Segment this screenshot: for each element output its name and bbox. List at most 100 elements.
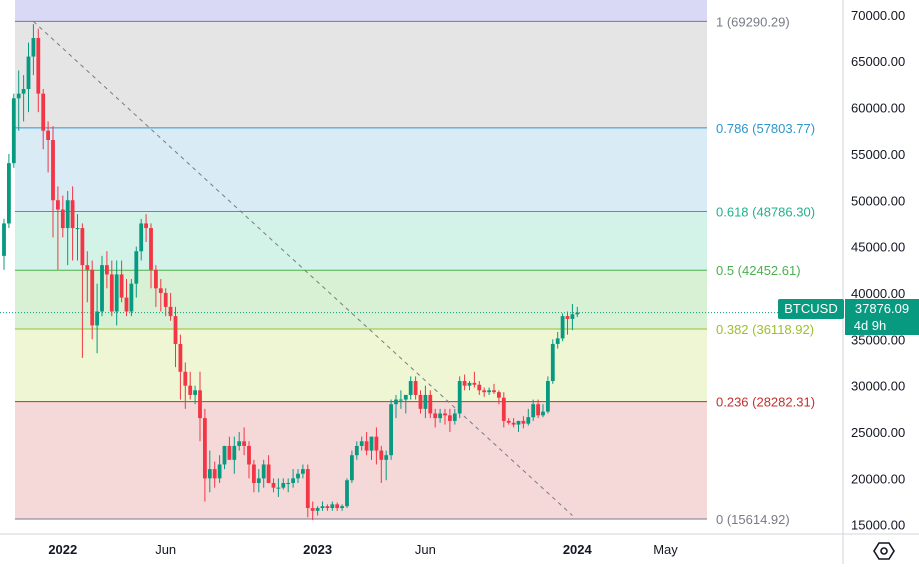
candle-body bbox=[369, 436, 374, 451]
time-tick-label: 2024 bbox=[563, 542, 593, 557]
candle-body bbox=[550, 343, 555, 382]
price-tick-label: 15000.00 bbox=[851, 518, 905, 533]
price-axis[interactable]: 15000.00 20000.00 25000.00 30000.00 35000.00… bbox=[851, 8, 905, 533]
fibonacci-lines bbox=[15, 20, 707, 520]
candle-body bbox=[100, 265, 104, 312]
candle-body bbox=[266, 464, 271, 484]
candle-body bbox=[232, 445, 237, 460]
candle-body bbox=[51, 139, 55, 201]
price-tick-label: 70000.00 bbox=[851, 8, 905, 23]
fib-band-0.786 bbox=[15, 127, 707, 212]
gear-icon bbox=[873, 542, 895, 560]
candle-body bbox=[384, 455, 389, 460]
price-tick-label: 55000.00 bbox=[851, 147, 905, 162]
candle-body bbox=[315, 508, 320, 511]
candle-body bbox=[492, 390, 496, 393]
candle-body bbox=[335, 504, 340, 509]
candle-body bbox=[261, 464, 266, 479]
candle-body bbox=[487, 390, 491, 393]
price-tick-label: 45000.00 bbox=[851, 240, 905, 255]
fib-label-0.236: 0.236 (28282.31) bbox=[716, 395, 815, 410]
price-tick-label: 50000.00 bbox=[851, 193, 905, 208]
candle-body bbox=[482, 390, 487, 393]
candle-body bbox=[575, 312, 580, 315]
candle-body bbox=[521, 420, 526, 424]
candle-body bbox=[90, 269, 95, 326]
price-tick-label: 40000.00 bbox=[851, 286, 905, 301]
trend-line bbox=[33, 21, 573, 516]
candle-body bbox=[325, 506, 330, 509]
candle-body bbox=[497, 392, 501, 398]
candle-body bbox=[114, 274, 119, 312]
fibonacci-labels: 1 (69290.29) 0.786 (57803.77) 0.618 (48786… bbox=[716, 14, 815, 527]
price-tick-label: 25000.00 bbox=[851, 425, 905, 440]
candle-body bbox=[457, 381, 462, 414]
candle-body bbox=[2, 223, 6, 256]
candle-body bbox=[198, 390, 202, 419]
candle-body bbox=[428, 394, 433, 414]
candle-body bbox=[281, 483, 286, 488]
candle-body bbox=[350, 455, 354, 481]
candle-body bbox=[85, 265, 90, 270]
candle-body bbox=[354, 445, 359, 456]
candle-body bbox=[158, 288, 163, 293]
candle-body bbox=[188, 385, 193, 395]
fib-label-0.5: 0.5 (42452.61) bbox=[716, 263, 801, 278]
candle-body bbox=[389, 404, 393, 456]
candle-body bbox=[80, 228, 85, 266]
candle-body bbox=[291, 478, 295, 484]
candle-body bbox=[222, 445, 227, 465]
price-tick-label: 60000.00 bbox=[851, 101, 905, 116]
candle-body bbox=[70, 200, 75, 229]
time-axis[interactable]: 2022 Jun 2023 Jun 2024 May bbox=[48, 542, 678, 557]
candle-body bbox=[320, 506, 325, 509]
candle-body bbox=[305, 469, 310, 509]
candle-body bbox=[359, 441, 364, 446]
price-tick-label: 65000.00 bbox=[851, 54, 905, 69]
countdown-label: 4d 9h bbox=[854, 318, 887, 333]
fib-band-0.382 bbox=[15, 328, 707, 402]
candle-body bbox=[227, 445, 232, 460]
fib-label-0.382: 0.382 (36118.92) bbox=[716, 322, 814, 337]
candle-body bbox=[438, 413, 442, 419]
fib-label-0: 0 (15614.92) bbox=[716, 512, 790, 527]
candle-body bbox=[330, 504, 335, 509]
candle-body bbox=[168, 306, 173, 317]
candle-body bbox=[418, 394, 423, 409]
fib-band-0.618 bbox=[15, 211, 707, 271]
candle-body bbox=[178, 343, 183, 372]
candle-body bbox=[546, 381, 550, 412]
time-tick-label: Jun bbox=[155, 542, 176, 557]
candle-body bbox=[173, 316, 178, 344]
fib-label-0.618: 0.618 (48786.30) bbox=[716, 205, 815, 220]
candle-body bbox=[124, 297, 129, 312]
candle-body bbox=[26, 56, 31, 89]
candle-body bbox=[408, 381, 413, 395]
candle-body bbox=[95, 311, 99, 326]
candle-body bbox=[36, 38, 41, 94]
fib-label-1: 1 (69290.29) bbox=[716, 14, 790, 29]
candle-body bbox=[271, 483, 276, 488]
candle-body bbox=[247, 445, 251, 465]
candle-body bbox=[555, 338, 560, 344]
candle-body bbox=[21, 89, 26, 94]
candle-body bbox=[301, 469, 305, 474]
fib-band-top bbox=[15, 0, 707, 22]
candle-body bbox=[560, 316, 565, 339]
price-tick-label: 20000.00 bbox=[851, 471, 905, 486]
settings-button[interactable] bbox=[872, 540, 896, 562]
candle-body bbox=[511, 422, 516, 425]
candle-body bbox=[423, 394, 428, 409]
candle-body bbox=[399, 399, 403, 401]
candle-body bbox=[183, 371, 188, 386]
candle-body bbox=[144, 223, 148, 229]
candle-body bbox=[193, 390, 197, 395]
candle-body bbox=[256, 478, 261, 484]
price-tick-label: 35000.00 bbox=[851, 332, 905, 347]
candle-body bbox=[472, 382, 477, 385]
price-badge-bg bbox=[845, 299, 919, 335]
candle-body bbox=[105, 265, 109, 275]
candle-body bbox=[310, 508, 315, 511]
fib-band-1 bbox=[15, 21, 707, 128]
